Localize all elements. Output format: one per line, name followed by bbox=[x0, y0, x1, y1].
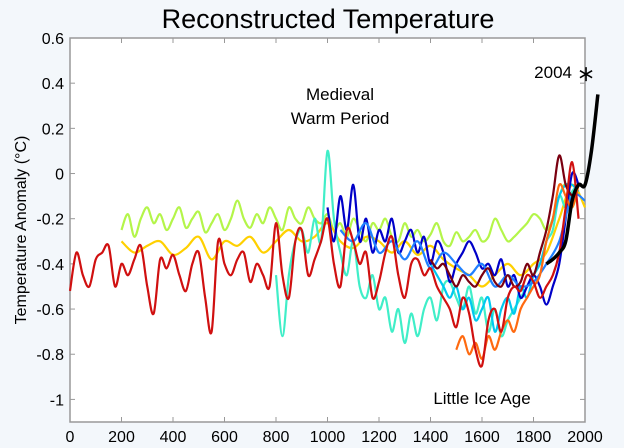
y-tick-label: -0.4 bbox=[36, 257, 64, 274]
annotation-medieval-line2: Warm Period bbox=[291, 109, 390, 128]
y-tick-label: -0.2 bbox=[36, 212, 64, 229]
y-tick-label: 0.4 bbox=[42, 76, 64, 93]
series-line-yellow-green bbox=[120, 183, 580, 248]
y-axis-label: Temperature Anomaly (°C) bbox=[13, 136, 30, 325]
series-line-yellow bbox=[120, 183, 586, 288]
x-tick-label: 800 bbox=[263, 429, 290, 446]
plot-area bbox=[69, 37, 586, 423]
series-line-dark-red bbox=[429, 154, 574, 288]
asterisk-marker-2004 bbox=[579, 67, 593, 82]
y-tick-label: 0 bbox=[55, 167, 64, 184]
y-tick-label: -0.8 bbox=[36, 347, 64, 364]
chart-title: Reconstructed Temperature bbox=[162, 4, 495, 34]
x-tick-label: 600 bbox=[211, 429, 238, 446]
x-tick-label: 200 bbox=[108, 429, 135, 446]
x-tick-label: 2000 bbox=[567, 429, 603, 446]
annotation-medieval-line1: Medieval bbox=[306, 85, 374, 104]
asterisk-stroke bbox=[579, 69, 593, 79]
x-tick-label: 1800 bbox=[516, 429, 552, 446]
annotation-little-ice-age: Little Ice Age bbox=[433, 389, 530, 408]
x-tick-label: 0 bbox=[66, 429, 75, 446]
series-line-light-blue bbox=[339, 192, 586, 288]
x-tick-label: 1000 bbox=[310, 429, 346, 446]
y-tick-label: -0.6 bbox=[36, 302, 64, 319]
series-line-red bbox=[68, 161, 580, 368]
annotation-2004-label: 2004 bbox=[534, 63, 572, 82]
x-tick-label: 1200 bbox=[361, 429, 397, 446]
y-tick-label: 0.2 bbox=[42, 121, 64, 138]
x-tick-label: 1400 bbox=[413, 429, 449, 446]
x-tick-label: 400 bbox=[160, 429, 187, 446]
series-line-orange bbox=[455, 182, 580, 360]
series-line-instrumental bbox=[545, 94, 600, 266]
y-tick-label: 0.6 bbox=[42, 31, 64, 48]
y-tick-label: -1 bbox=[50, 392, 64, 409]
x-tick-label: 1600 bbox=[464, 429, 500, 446]
